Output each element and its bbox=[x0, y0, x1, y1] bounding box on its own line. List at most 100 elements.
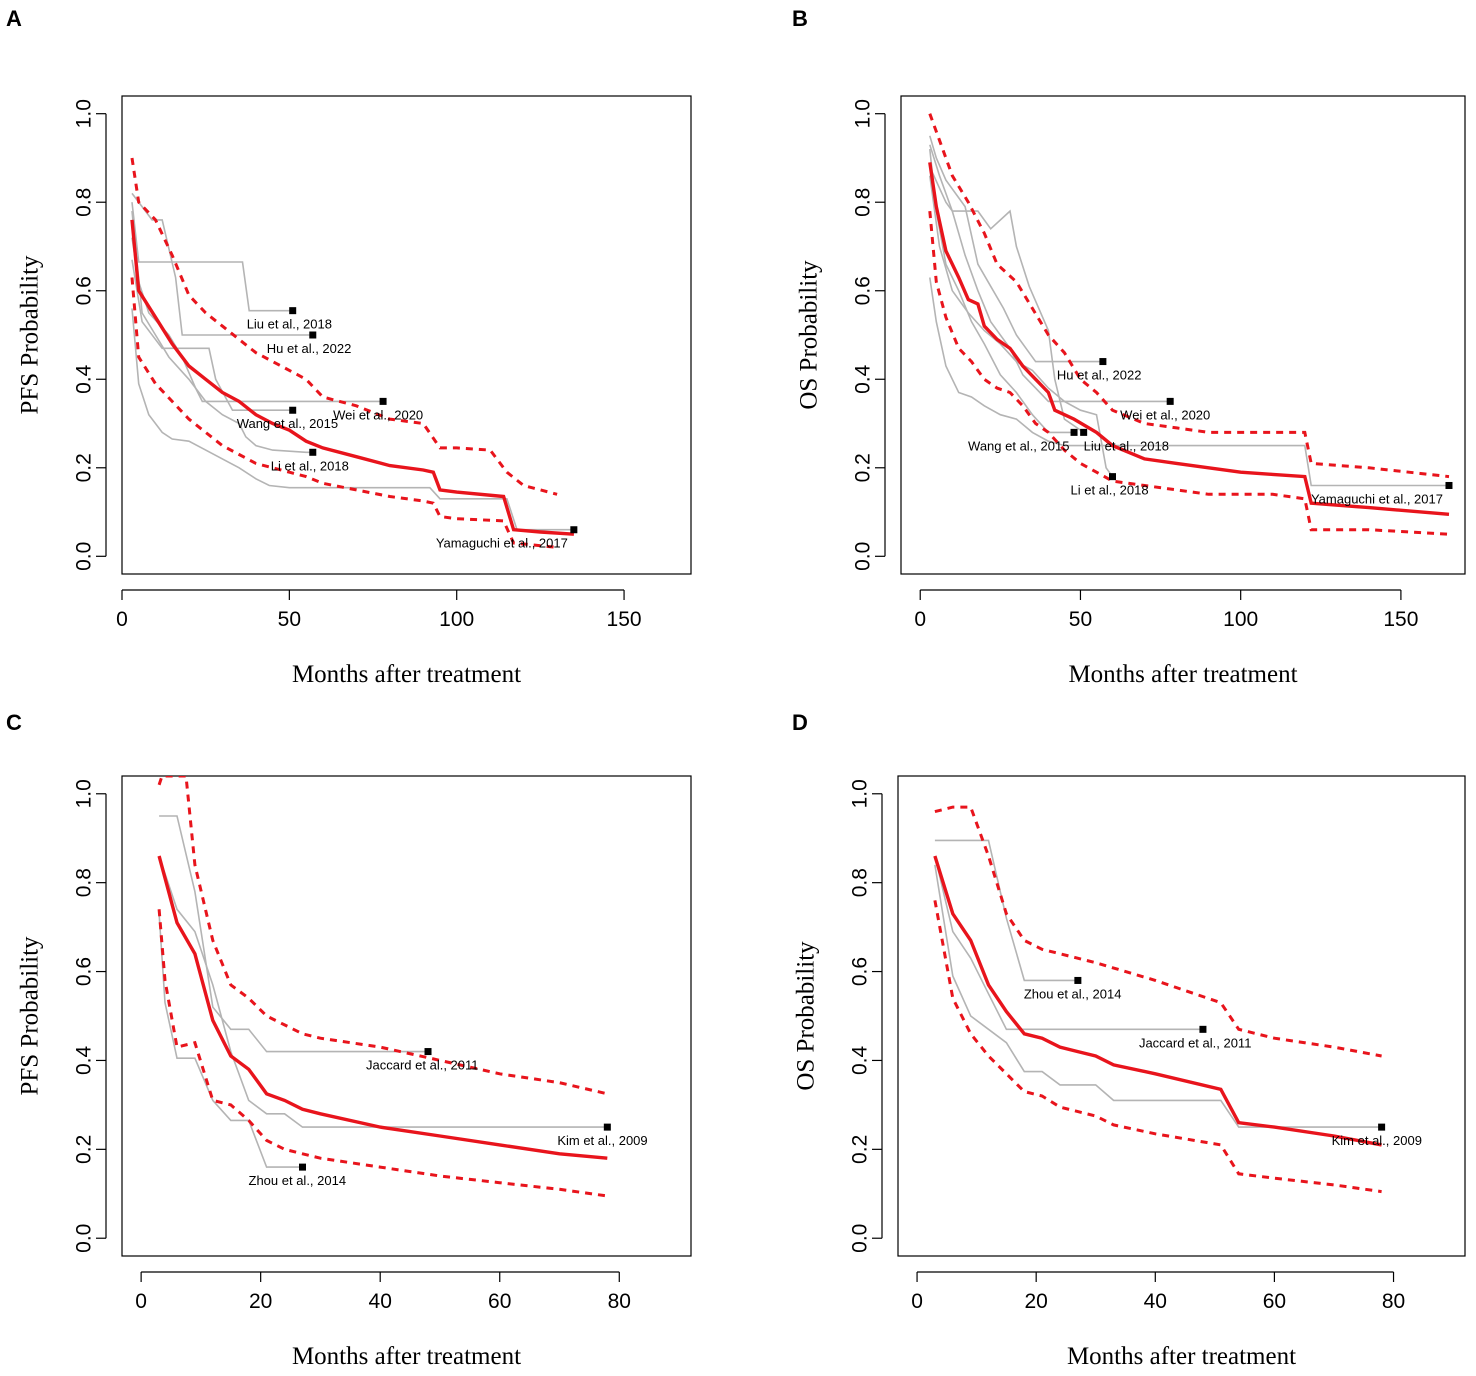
study-end-marker bbox=[570, 526, 578, 534]
y-tick-label: 0.6 bbox=[852, 276, 875, 305]
study-label: Liu et al., 2018 bbox=[247, 317, 332, 332]
study-label: Wei et al., 2020 bbox=[1120, 407, 1210, 422]
plot-frame bbox=[121, 95, 692, 575]
study-curve bbox=[158, 913, 303, 1168]
study-label: Hu et al., 2022 bbox=[1057, 368, 1142, 383]
y-tick-label: 1.0 bbox=[73, 99, 96, 128]
study-curve bbox=[929, 135, 1103, 363]
pooled-curve bbox=[157, 855, 608, 1160]
x-tick-label: 50 bbox=[1069, 608, 1092, 631]
study-end-marker bbox=[424, 1048, 432, 1056]
panel-c: C 0 20 40 60 80 Months after treatment 0.0 0.2 0.… bbox=[6, 710, 692, 1370]
study-curve bbox=[934, 839, 1078, 982]
study-end-marker bbox=[379, 397, 387, 405]
plot-area bbox=[130, 157, 575, 549]
study-label: Jaccard et al., 2011 bbox=[1139, 1035, 1252, 1050]
y-tick-label: 0.4 bbox=[852, 364, 875, 394]
pooled-curve bbox=[928, 162, 1450, 516]
y-tick-label: 0.0 bbox=[73, 1224, 96, 1253]
x-tick-label: 40 bbox=[1144, 1290, 1167, 1313]
study-label: Kim et al., 2009 bbox=[557, 1133, 647, 1148]
x-axis-title: Months after treatment bbox=[1068, 661, 1297, 688]
x-tick-label: 20 bbox=[1024, 1290, 1047, 1313]
study-curve bbox=[929, 277, 1449, 487]
study-end-marker bbox=[1199, 1025, 1207, 1033]
study-end-marker bbox=[289, 406, 297, 414]
study-label: Wang et al., 2015 bbox=[968, 438, 1069, 453]
y-tick-label: 0.6 bbox=[73, 276, 96, 305]
y-tick-label: 0.2 bbox=[852, 453, 875, 482]
study-end-marker bbox=[1445, 481, 1453, 489]
y-axis-title: PFS Probability bbox=[17, 255, 44, 415]
y-tick-label: 0.0 bbox=[73, 542, 96, 571]
y-tick-label: 0.8 bbox=[852, 188, 875, 217]
study-curve bbox=[929, 166, 1085, 434]
ci-lower-line bbox=[928, 210, 1450, 536]
ci-upper-line bbox=[157, 776, 608, 1096]
x-tick-label: 0 bbox=[914, 608, 926, 631]
plot-frame bbox=[897, 775, 1466, 1257]
study-curve bbox=[131, 259, 293, 412]
y-tick-label: 0.4 bbox=[73, 1046, 96, 1076]
y-tick-label: 0.4 bbox=[849, 1046, 872, 1076]
y-tick-label: 0.8 bbox=[849, 868, 872, 897]
study-curve bbox=[131, 211, 313, 454]
y-axis-title: PFS Probability bbox=[17, 936, 44, 1096]
x-axis-title: Months after treatment bbox=[1067, 1343, 1296, 1370]
study-label: Yamaguchi et al., 2017 bbox=[1311, 491, 1443, 506]
y-tick-label: 1.0 bbox=[849, 779, 872, 808]
study-end-marker bbox=[309, 448, 317, 456]
x-tick-label: 100 bbox=[439, 608, 474, 631]
plot-area bbox=[933, 805, 1382, 1194]
x-tick-label: 80 bbox=[1382, 1290, 1405, 1313]
study-curve bbox=[934, 864, 1382, 1128]
study-curve bbox=[929, 149, 1074, 434]
study-end-marker bbox=[289, 307, 297, 315]
x-tick-label: 20 bbox=[249, 1290, 272, 1313]
y-tick-label: 1.0 bbox=[73, 779, 96, 808]
y-tick-label: 0.6 bbox=[849, 957, 872, 986]
x-tick-label: 50 bbox=[278, 608, 301, 631]
y-tick-label: 0.0 bbox=[852, 542, 875, 571]
x-tick-label: 60 bbox=[1263, 1290, 1286, 1313]
study-end-marker bbox=[299, 1163, 307, 1171]
plot-frame bbox=[121, 775, 692, 1257]
study-end-marker bbox=[1099, 358, 1107, 366]
x-tick-label: 60 bbox=[488, 1290, 511, 1313]
x-axis-title: Months after treatment bbox=[292, 1343, 521, 1370]
study-label: Yamaguchi et al., 2017 bbox=[436, 536, 568, 551]
pooled-curve bbox=[933, 855, 1382, 1147]
y-tick-label: 0.4 bbox=[73, 364, 96, 394]
study-end-marker bbox=[1109, 473, 1116, 481]
y-tick-label: 0.2 bbox=[73, 1135, 96, 1164]
study-end-marker bbox=[1166, 397, 1174, 405]
y-tick-label: 0.6 bbox=[73, 957, 96, 986]
study-end-marker bbox=[1070, 428, 1078, 436]
x-tick-label: 150 bbox=[607, 608, 642, 631]
y-axis-title: OS Probability bbox=[793, 941, 820, 1091]
y-tick-label: 0.8 bbox=[73, 188, 96, 217]
panel-letter: B bbox=[792, 6, 808, 31]
panel-d: D 0 20 40 60 80 Months after treatment 0.0 0.2 0.… bbox=[792, 710, 1466, 1370]
ci-lower-line bbox=[157, 909, 608, 1198]
study-label: Jaccard et al., 2011 bbox=[366, 1058, 479, 1073]
study-curve bbox=[131, 308, 574, 531]
study-label: Zhou et al., 2014 bbox=[1024, 986, 1122, 1001]
panel-a: A 0 50 100 150 Months after treatment 0.0 0.2 0.… bbox=[6, 6, 692, 688]
study-end-marker bbox=[1378, 1123, 1386, 1131]
study-curve bbox=[934, 855, 1203, 1031]
study-curve bbox=[159, 815, 428, 1053]
y-tick-label: 0.2 bbox=[73, 453, 96, 482]
x-tick-label: 0 bbox=[911, 1290, 923, 1313]
x-tick-label: 100 bbox=[1223, 608, 1258, 631]
plot-area bbox=[928, 113, 1450, 536]
study-label: Li et al., 2018 bbox=[1071, 483, 1149, 498]
study-label: Liu et al., 2018 bbox=[1084, 438, 1169, 453]
x-tick-label: 0 bbox=[116, 608, 128, 631]
study-end-marker bbox=[1074, 976, 1082, 984]
study-label: Hu et al., 2022 bbox=[267, 341, 352, 356]
plot-frame bbox=[900, 95, 1466, 575]
study-end-marker bbox=[1080, 428, 1088, 436]
x-tick-label: 0 bbox=[135, 1290, 147, 1313]
x-axis-title: Months after treatment bbox=[292, 661, 521, 688]
